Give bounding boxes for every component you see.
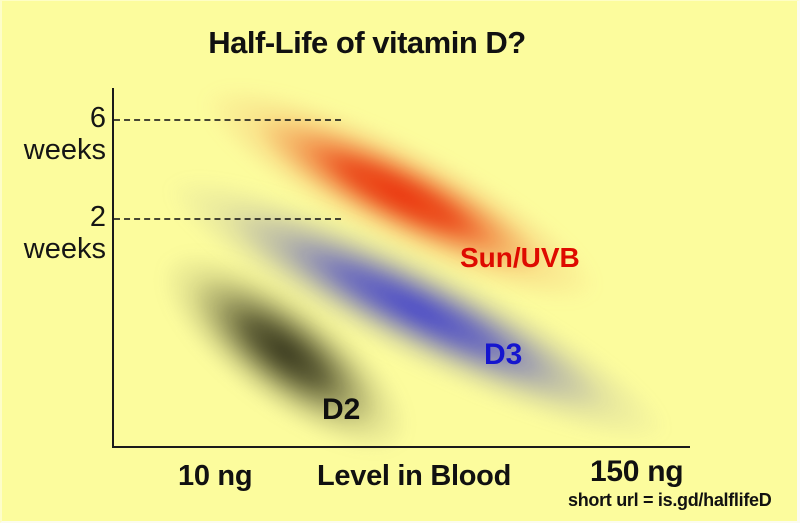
gridline-6-weeks: [114, 119, 341, 121]
x-axis-title: Level in Blood: [317, 460, 511, 492]
chart-title: Half-Life of vitamin D?: [208, 25, 526, 60]
gridline-2-weeks: [114, 218, 341, 220]
y-tick-6-weeks: 6 weeks: [23, 102, 106, 166]
y-tick-2-weeks: 2 weeks: [23, 201, 106, 265]
series-label-sun-uvb: Sun/UVB: [460, 242, 580, 273]
x-axis-line: [112, 446, 690, 448]
series-label-d2: D2: [322, 393, 361, 426]
y-axis-line: [112, 88, 114, 448]
x-tick-10ng: 10 ng: [178, 460, 253, 492]
short-url-note: short url = is.gd/halflifeD: [568, 490, 772, 510]
x-tick-150ng: 150 ng: [590, 455, 684, 488]
series-label-d3: D3: [484, 338, 523, 371]
